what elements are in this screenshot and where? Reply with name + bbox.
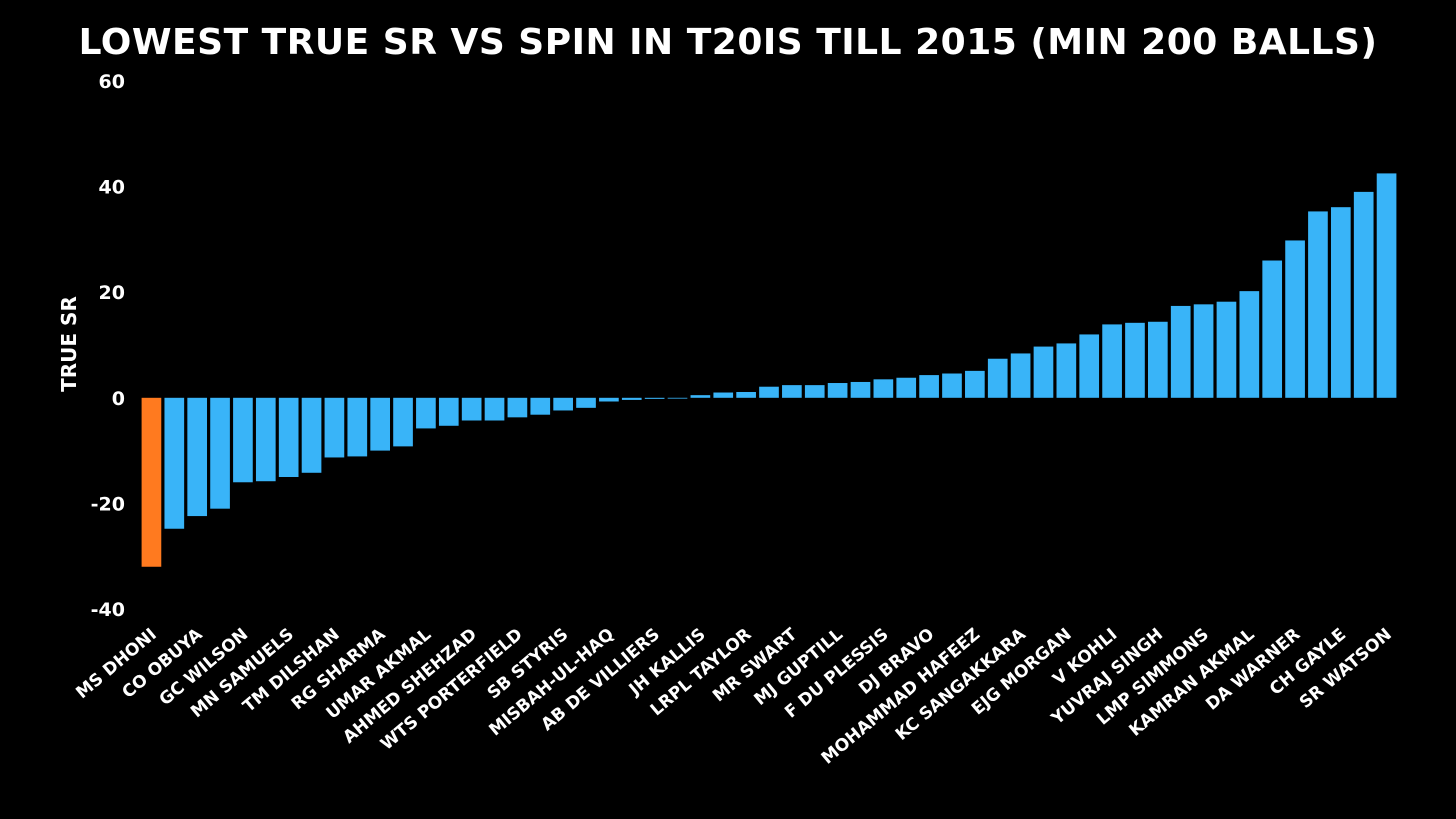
bar — [736, 391, 756, 398]
bar — [644, 397, 665, 399]
bar — [1010, 353, 1031, 398]
bar — [690, 395, 711, 398]
bar — [1193, 304, 1214, 398]
bar — [141, 397, 162, 567]
bar — [850, 381, 871, 398]
bar — [416, 397, 436, 429]
bar — [164, 397, 185, 529]
bar — [621, 397, 642, 400]
bar — [1285, 240, 1305, 398]
bar — [713, 392, 734, 398]
bar — [1239, 291, 1260, 398]
bar — [599, 397, 619, 402]
bar — [210, 397, 230, 509]
y-tick-label: 60 — [99, 71, 125, 93]
bar — [827, 383, 848, 398]
bar — [1353, 191, 1374, 398]
bar — [759, 386, 779, 398]
bar — [278, 397, 299, 477]
bar — [1170, 305, 1191, 398]
bar — [530, 397, 551, 415]
y-axis: 60 40 20 0 -20 -40 — [91, 71, 125, 621]
bar — [484, 397, 505, 421]
bar — [576, 397, 596, 408]
bar — [782, 385, 802, 398]
bar — [965, 370, 985, 398]
bar — [233, 397, 253, 483]
bar — [919, 375, 939, 398]
bar — [324, 397, 345, 458]
y-tick-label: 40 — [99, 177, 125, 199]
bar — [1308, 211, 1328, 398]
bar — [804, 385, 825, 398]
bar — [255, 397, 276, 482]
bar — [347, 397, 368, 457]
bar — [187, 397, 208, 517]
y-tick-label: 20 — [99, 282, 125, 304]
bar — [1330, 207, 1351, 398]
bar — [301, 397, 322, 473]
bar — [1125, 322, 1145, 398]
bar — [1216, 301, 1237, 398]
y-tick-label: -40 — [91, 599, 125, 621]
bar — [896, 377, 917, 398]
bar — [1148, 321, 1168, 398]
bar — [987, 358, 1008, 398]
y-axis-label: TRUE SR — [57, 296, 81, 392]
bar — [438, 397, 459, 426]
bar — [1262, 260, 1283, 398]
bar — [1056, 343, 1077, 398]
bar — [553, 397, 573, 411]
bar — [1033, 346, 1054, 398]
bar — [370, 397, 390, 451]
bar — [1079, 334, 1100, 398]
bar — [507, 397, 528, 418]
chart-title: Lowest True SR vs spin in T20Is till 201… — [78, 22, 1378, 63]
y-tick-label: -20 — [91, 493, 125, 515]
bar — [461, 397, 482, 421]
bar — [1102, 324, 1122, 398]
bar — [1376, 173, 1397, 398]
y-tick-label: 0 — [112, 388, 125, 410]
bar — [393, 397, 413, 447]
bar — [942, 373, 962, 398]
bars — [141, 173, 1397, 567]
bar — [667, 397, 688, 399]
bar — [873, 379, 894, 398]
